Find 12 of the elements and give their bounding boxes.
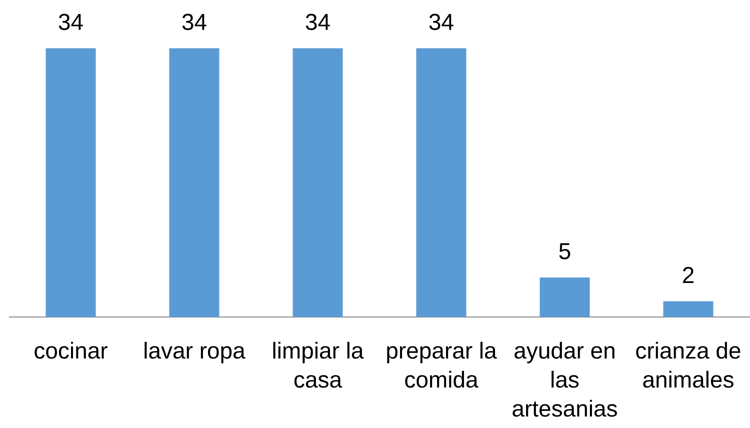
x-tick-label: crianza de animales: [636, 342, 740, 388]
x-tick-label: cocinar: [34, 342, 108, 359]
data-label: 34: [58, 14, 83, 30]
data-label: 34: [182, 14, 206, 30]
x-tick-label: limpiar la casa: [273, 342, 364, 388]
data-label: 2: [683, 266, 694, 283]
x-tick-label: lavar ropa: [144, 342, 246, 364]
data-label: 5: [559, 243, 570, 260]
data-label: 34: [306, 14, 330, 30]
x-tick-label: preparar la comida: [387, 342, 497, 388]
x-tick-label: ayudar en las artesanias: [512, 342, 617, 417]
data-label: 34: [429, 14, 454, 30]
